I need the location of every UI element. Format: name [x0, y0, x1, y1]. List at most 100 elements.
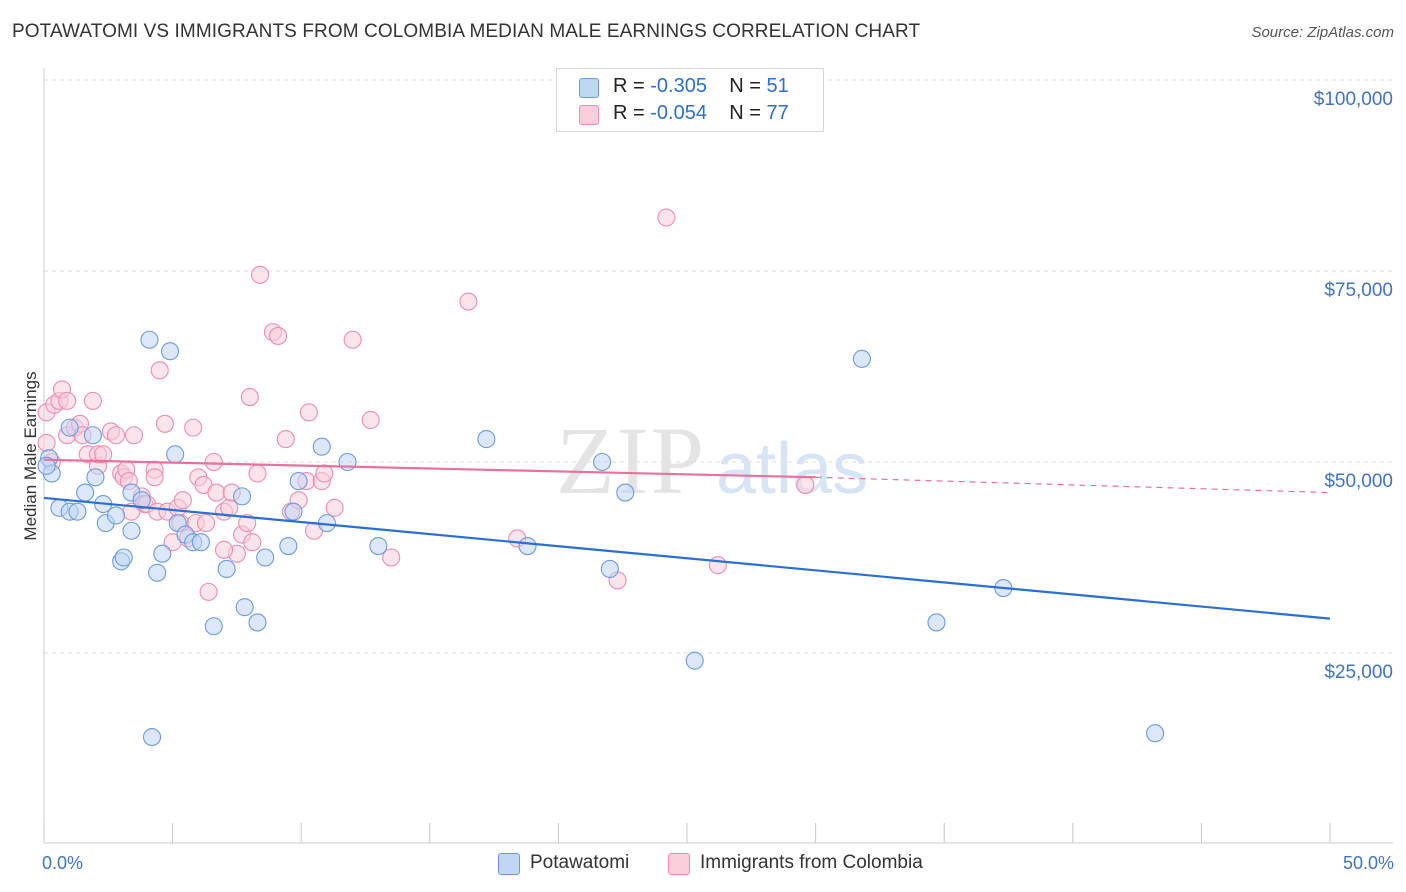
potawatomi-point [616, 483, 635, 502]
r-value-potawatomi: -0.305 [650, 75, 707, 97]
potawatomi-point [477, 430, 496, 449]
y-tick-label: $25,000 [1324, 662, 1393, 683]
potawatomi-point [191, 533, 210, 552]
chart-title: POTAWATOMI VS IMMIGRANTS FROM COLOMBIA M… [12, 21, 921, 42]
potawatomi-point [83, 426, 102, 445]
colombia-point [708, 556, 727, 575]
colombia-point [207, 483, 226, 502]
potawatomi-point [235, 598, 254, 617]
colombia-point [243, 533, 262, 552]
potawatomi-point [68, 502, 87, 521]
trend-lines [43, 458, 1331, 620]
potawatomi-point [338, 452, 357, 472]
axis-labels: $25,000 $50,000 $75,000 $100,000 0.0% 50.0% Me… [21, 89, 1394, 873]
y-tick-label: $100,000 [1314, 89, 1393, 110]
colombia-point [184, 418, 203, 437]
colombia-point [214, 540, 234, 559]
potawatomi-point [37, 456, 56, 475]
potawatomi-point [685, 651, 704, 670]
r-label: R = [613, 102, 645, 124]
colombia-point [382, 548, 401, 567]
y-tick-label: $50,000 [1324, 471, 1393, 492]
colombia-point [199, 582, 218, 601]
potawatomi-point [217, 559, 236, 579]
colombia-point [196, 514, 216, 533]
colombia-points [37, 208, 815, 601]
y-tick-label: $75,000 [1324, 280, 1393, 301]
colombia-point [240, 388, 259, 407]
watermark: ZIP atlas [556, 407, 868, 514]
potawatomi-point [256, 548, 275, 567]
potawatomi-point [60, 418, 79, 437]
potawatomi-point [122, 521, 141, 540]
colombia-trend-line-dashed [815, 476, 1331, 494]
potawatomi-point [593, 452, 612, 472]
colombia-point [276, 430, 295, 449]
potawatomi-point [518, 536, 537, 556]
x-tick-label-start: 0.0% [42, 853, 83, 873]
colombia-point [796, 475, 815, 494]
colombia-point [124, 426, 144, 445]
potawatomi-point [232, 487, 252, 506]
potawatomi-point [204, 617, 223, 636]
colombia-point [83, 391, 102, 410]
colombia-trend-line [43, 458, 816, 479]
y-axis-label: Median Male Earnings [21, 371, 40, 540]
potawatomi-point [852, 349, 871, 368]
potawatomi-point [76, 483, 95, 502]
colombia-point [238, 514, 257, 533]
colombia-point [315, 464, 334, 483]
colombia-point [299, 403, 318, 422]
potawatomi-point [166, 445, 185, 464]
potawatomi-point [284, 502, 303, 521]
colombia-point [325, 498, 344, 517]
watermark-atlas: atlas [716, 429, 868, 509]
colombia-point [173, 491, 192, 510]
colombia-point [58, 391, 77, 410]
potawatomi-points [37, 330, 1165, 747]
potawatomi-swatch [579, 78, 599, 98]
colombia-point [269, 326, 288, 345]
colombia-point [459, 292, 478, 311]
colombia-legend-swatch [668, 853, 690, 875]
potawatomi-point [114, 548, 133, 567]
colombia-swatch [579, 105, 599, 125]
n-value-colombia: 77 [766, 102, 789, 124]
potawatomi-point [600, 559, 619, 579]
potawatomi-point [312, 437, 331, 456]
potawatomi-point [148, 563, 167, 582]
legend-label-potawatomi: Potawatomi [530, 852, 630, 873]
n-label: N = [729, 102, 761, 124]
potawatomi-point [927, 613, 946, 632]
potawatomi-point [132, 491, 151, 510]
colombia-point [204, 452, 223, 472]
r-label: R = [613, 75, 645, 97]
colombia-point [150, 361, 169, 380]
colombia-point [94, 445, 113, 464]
colombia-point [250, 265, 270, 284]
potawatomi-legend-swatch [498, 853, 520, 875]
potawatomi-point [369, 536, 388, 556]
potawatomi-point [153, 544, 172, 563]
colombia-point [145, 468, 164, 487]
potawatomi-point [140, 330, 159, 349]
colombia-point [106, 426, 126, 445]
colombia-point [343, 330, 362, 349]
n-value-potawatomi: 51 [766, 75, 789, 97]
potawatomi-point [86, 468, 105, 487]
potawatomi-trend-line [43, 496, 1331, 620]
colombia-point [155, 414, 174, 433]
potawatomi-point [289, 472, 308, 491]
potawatomi-point [1146, 724, 1165, 743]
legend: Potawatomi Immigrants from Colombia [0, 851, 1406, 877]
stats-box: R = -0.305 N = 51 R = -0.054 N = 77 [556, 68, 824, 132]
r-value-colombia: -0.054 [650, 102, 707, 124]
x-tick-label-end: 50.0% [1343, 853, 1394, 873]
colombia-point [37, 433, 56, 452]
source-label: Source: ZipAtlas.com [1251, 24, 1394, 41]
potawatomi-point [142, 727, 162, 747]
potawatomi-point [160, 342, 180, 361]
potawatomi-point [248, 613, 267, 632]
potawatomi-point [279, 536, 298, 556]
